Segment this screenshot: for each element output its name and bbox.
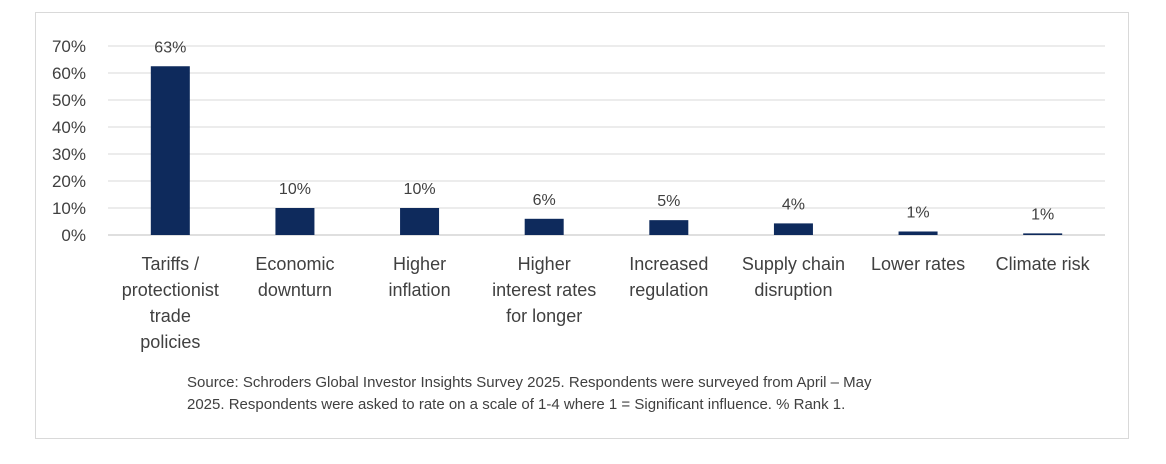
chart-frame <box>35 12 1129 439</box>
category-label: Increased regulation <box>629 254 708 300</box>
bar <box>898 231 938 235</box>
category-label-line: trade <box>150 306 191 326</box>
category-label: Tariffs / protectionist trade policies <box>122 254 219 352</box>
source-note-line1: Source: Schroders Global Investor Insigh… <box>187 374 872 391</box>
y-tick-label: 0% <box>61 226 86 245</box>
bar <box>773 223 813 235</box>
bars <box>150 66 1063 235</box>
data-label: 10% <box>279 181 311 198</box>
source-note-line2: 2025. Respondents were asked to rate on … <box>187 396 846 413</box>
category-label: Higher interest rates for longer <box>492 254 596 326</box>
y-tick-label: 20% <box>52 172 86 191</box>
category-label: Climate risk <box>996 254 1091 274</box>
category-label-line: Tariffs / <box>141 254 199 274</box>
y-tick-label: 50% <box>52 91 86 110</box>
bar <box>150 66 190 235</box>
category-label-line: interest rates <box>492 280 596 300</box>
category-label: Higher inflation <box>389 254 451 300</box>
gridlines <box>108 45 1105 236</box>
bar <box>1023 233 1063 235</box>
category-label: Lower rates <box>871 254 965 274</box>
category-label-line: inflation <box>389 280 451 300</box>
category-labels: Tariffs / protectionist trade policies Econo… <box>122 254 1091 352</box>
data-label: 63% <box>154 39 186 56</box>
category-label-line: Lower rates <box>871 254 965 274</box>
bar <box>275 208 315 235</box>
source-note: Source: Schroders Global Investor Insigh… <box>187 372 1067 416</box>
y-tick-label: 40% <box>52 118 86 137</box>
bar <box>400 208 440 235</box>
bar <box>649 220 689 235</box>
y-tick-label: 70% <box>52 37 86 56</box>
y-tick-label: 60% <box>52 64 86 83</box>
y-axis-ticks: 0% 10% 20% 30% 40% 50% 60% 70% <box>52 37 86 245</box>
bar <box>524 218 564 235</box>
category-label-line: Increased <box>629 254 708 274</box>
data-label: 6% <box>533 192 556 209</box>
data-label: 5% <box>657 193 680 210</box>
category-label-line: policies <box>140 332 200 352</box>
y-tick-label: 10% <box>52 199 86 218</box>
category-label-line: Higher <box>518 254 571 274</box>
category-label-line: Economic <box>255 254 334 274</box>
category-label-line: disruption <box>754 280 832 300</box>
data-label: 1% <box>1031 206 1054 223</box>
category-label-line: Climate risk <box>996 254 1091 274</box>
category-label-line: for longer <box>506 306 582 326</box>
category-label-line: regulation <box>629 280 708 300</box>
category-label-line: downturn <box>258 280 332 300</box>
y-tick-label: 30% <box>52 145 86 164</box>
data-labels: 63% 10% 10% 6% 5% 4% 1% 1% <box>154 39 1054 223</box>
data-label: 10% <box>404 181 436 198</box>
data-label: 1% <box>907 204 930 221</box>
category-label-line: Higher <box>393 254 446 274</box>
category-label: Supply chain disruption <box>742 254 845 300</box>
category-label-line: Supply chain <box>742 254 845 274</box>
category-label-line: protectionist <box>122 280 219 300</box>
category-label: Economic downturn <box>255 254 334 300</box>
data-label: 4% <box>782 196 805 213</box>
